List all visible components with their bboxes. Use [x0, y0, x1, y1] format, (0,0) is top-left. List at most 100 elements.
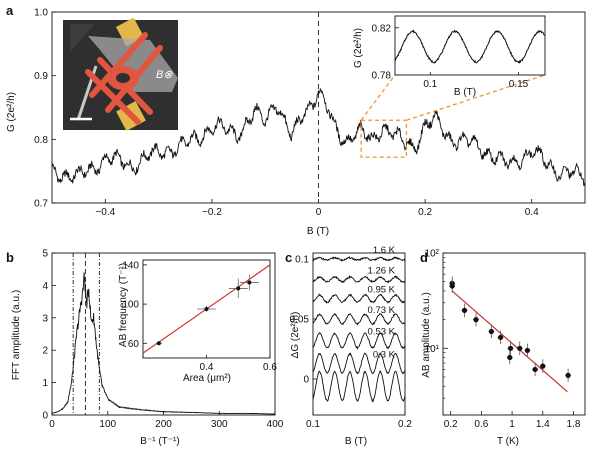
panel-c-trace-5: [312, 352, 406, 375]
device-micrograph: [63, 17, 178, 131]
panel-label-b: b: [6, 250, 14, 265]
panel-c-trace-4: [312, 332, 406, 351]
panel-d-point-11: [507, 354, 513, 361]
panel-c-chart: 0.1 0.2 0 0.05 0.1 1.6 K 1.26 K 0.95 K 0.73 K 0.5…: [290, 245, 413, 430]
panel-c-temp-label-4: 0.53 K: [368, 327, 396, 338]
panel-a-zoom-box: [360, 119, 408, 158]
panel-c-ytick-label-0: 0: [303, 375, 309, 386]
panel-d-xtick-label-2: 1: [509, 419, 515, 430]
panel-d-axes: [442, 252, 586, 416]
panel-a-inset-axes: [394, 15, 546, 76]
panel-b-xtick-label-3: 300: [211, 419, 228, 430]
panel-b-inset-point-3: [247, 280, 252, 285]
panel-c-xtick-label-0: 0.1: [306, 419, 320, 430]
panel-d-point-12: [524, 347, 531, 354]
panel-b-inset-ylabel: AB frequency (T⁻¹): [118, 263, 129, 347]
panel-b-ytick-label-3: 3: [42, 313, 48, 324]
panel-b-ytick-label-5: 5: [42, 249, 48, 260]
panel-a-conductance-trace: [51, 87, 586, 186]
panel-a-xtick-label-4: 0.4: [525, 207, 539, 218]
panel-c-trace-2: [312, 293, 406, 304]
panel-d-point-9: [540, 363, 546, 369]
panel-d-point-7: [517, 345, 523, 351]
panel-d-xtick-label-3: 1.4: [536, 419, 550, 430]
panel-b-inset-xtick-label-2: 0.6: [263, 362, 277, 373]
panel-a-zoom-connector-right: [406, 74, 546, 121]
panel-a-xtick-label-1: −0.2: [202, 207, 222, 218]
panel-a-xtick-label-2: 0: [316, 207, 322, 218]
panel-d-point-6: [507, 345, 514, 351]
panel-a-inset-xtick-label-1: 0.15: [509, 79, 529, 90]
panel-c-trace-0: [312, 255, 406, 263]
panel-b-xtick-label-2: 200: [155, 419, 172, 430]
panel-d-xlabel: T (K): [497, 436, 519, 447]
panel-b-inset-chart: 0.4 0.6 60 100 140: [122, 259, 277, 373]
panel-b-xtick-label-4: 400: [267, 419, 284, 430]
panel-c-temp-label-2: 0.95 K: [368, 285, 396, 296]
panel-b-inset-ytick-label-2: 140: [122, 260, 139, 271]
panel-a-inset-chart: 0.1 0.15 0.78 0.82: [372, 15, 546, 90]
panel-a-ytick-label-0: 0.7: [34, 199, 48, 210]
panel-c-xlabel: B (T): [345, 436, 367, 447]
panel-b-xtick-label-1: 100: [99, 419, 116, 430]
panel-a-inset-ylabel: G (2e²/h): [353, 28, 364, 68]
panel-d-chart: 0.2 0.6 1 1.4 1.8 10¹ 10²: [425, 249, 586, 430]
panel-c-ytick-label-1: 0.05: [290, 315, 310, 326]
panel-c-ytick-label-2: 0.1: [295, 255, 309, 266]
panel-d-point-10: [565, 372, 571, 378]
panel-label-d: d: [420, 250, 428, 265]
panel-b-ylabel: FFT amplitude (a.u.): [11, 290, 22, 380]
panel-a-inset-xtick-label-0: 0.1: [423, 79, 437, 90]
panel-a-ytick-label-3: 1.0: [34, 8, 48, 19]
panel-d-point-4: [488, 328, 494, 335]
field-direction-symbol: B⊗: [156, 69, 173, 81]
panel-d-point-2: [461, 307, 468, 313]
panel-d-xtick-label-0: 0.2: [444, 419, 458, 430]
panel-b-xlabel: B⁻¹ (T⁻¹): [140, 436, 179, 447]
panel-label-a: a: [6, 3, 14, 18]
panel-c-axes: [312, 252, 406, 416]
panel-d-xtick-label-4: 1.8: [567, 419, 581, 430]
panel-a-xlabel: B (T): [307, 226, 329, 237]
panel-b-inset-point-2: [236, 286, 241, 291]
panel-b-fft-trace: [51, 272, 276, 415]
panel-c-trace-1: [312, 274, 406, 284]
panel-d-ytick-label-0: 10¹: [425, 344, 440, 355]
panel-b-inset-xlabel: Area (μm²): [183, 373, 231, 384]
panel-b-ytick-label-0: 0: [42, 411, 48, 422]
panel-a-inset-background: [395, 16, 545, 75]
panel-b-xtick-label-0: 0: [49, 419, 55, 430]
panel-a-xtick-label-0: −0.4: [95, 207, 115, 218]
panel-c-trace-3: [312, 312, 406, 326]
panel-c-xtick-label-1: 0.2: [398, 419, 412, 430]
panel-d-point-1: [449, 283, 455, 289]
panel-d-ytick-label-1: 10²: [425, 249, 440, 260]
panel-b-inset-point-0: [156, 341, 161, 346]
panel-c-temp-label-3: 0.73 K: [368, 305, 396, 316]
panel-a-ylabel: G (2e²/h): [6, 92, 17, 132]
panel-a-ytick-label-1: 0.8: [34, 135, 48, 146]
panel-label-c: c: [285, 250, 292, 265]
panel-a-zoom-connector-left: [360, 74, 396, 121]
panel-a-xtick-label-3: 0.2: [418, 207, 432, 218]
panel-c-ylabel: ΔG (2e²/h): [290, 312, 301, 359]
panel-b-inset-point-1: [204, 307, 209, 311]
panel-a-chart: −0.4 −0.2 0 0.2 0.4 0.7 0.8 0.9 1.0: [34, 8, 586, 218]
panel-b-inset-ytick-label-1: 100: [122, 300, 139, 311]
panel-a-inset-ytick-label-1: 0.82: [372, 23, 392, 34]
panel-b-inset-ytick-label-0: 60: [128, 339, 140, 350]
panel-a-inset-trace: [394, 29, 546, 64]
panel-a-inset-xlabel: B (T): [454, 87, 476, 98]
panel-d-point-3: [473, 317, 479, 323]
panel-c-temp-label-0: 1.6 K: [373, 245, 396, 256]
panel-a-ytick-label-2: 0.9: [34, 71, 48, 82]
panel-c-temp-label-5: 0.3 K: [373, 349, 396, 360]
panel-d-fit-line: [451, 290, 568, 393]
panel-b-chart: 0 100 200 300 400 0 1 2 3 4 5: [42, 249, 283, 431]
panel-b-ytick-label-4: 4: [42, 281, 48, 292]
panel-c-trace-6: [312, 370, 406, 403]
panel-b-ytick-label-1: 1: [42, 378, 48, 389]
panel-b-inset-xtick-label-1: 0.4: [200, 362, 214, 373]
panel-d-point-5: [497, 334, 504, 341]
